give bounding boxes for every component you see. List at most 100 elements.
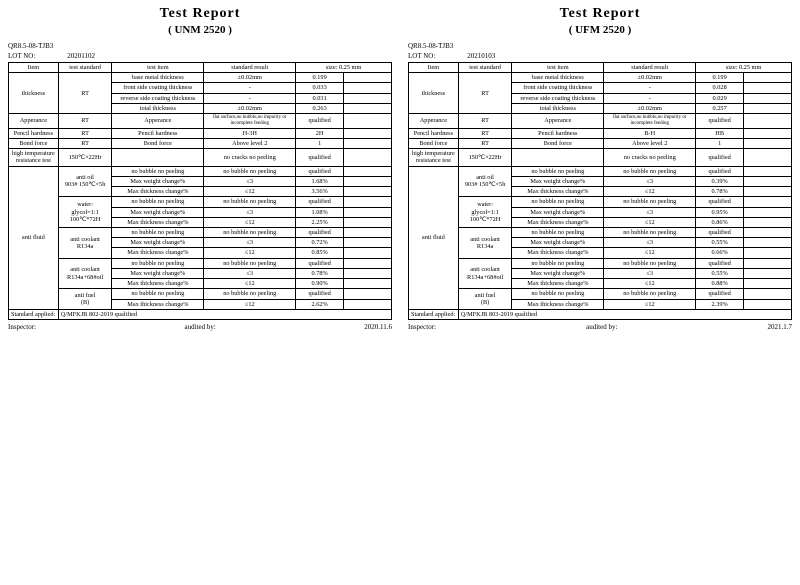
footer: Inspector:audited by:2020.11.6 xyxy=(8,323,392,331)
table-cell: ≤12 xyxy=(204,217,296,227)
table-cell: ≤12 xyxy=(604,299,696,309)
table-cell xyxy=(744,197,792,207)
header-titem: test item xyxy=(512,63,604,73)
appearance-std: RT xyxy=(58,114,112,129)
table-cell xyxy=(344,187,392,197)
table-cell: ≤3 xyxy=(204,207,296,217)
table-cell: ≤12 xyxy=(204,187,296,197)
table-cell: no bubble no peeling xyxy=(112,228,204,238)
bond-sres: Above level 2 xyxy=(604,138,696,148)
table-cell: 0.72% xyxy=(296,238,344,248)
table-cell: 0.85% xyxy=(296,248,344,258)
appearance-sres: flat surface,no bubble,no impurity or in… xyxy=(204,114,296,129)
table-cell: 2.39% xyxy=(696,299,744,309)
pencil-v: HB xyxy=(696,128,744,138)
table-cell xyxy=(744,83,792,93)
table-cell: qualified xyxy=(696,258,744,268)
table-cell: no bubble no peeling xyxy=(204,289,296,299)
table-cell: no bubble no peeling xyxy=(512,197,604,207)
table-cell: 1.08% xyxy=(296,207,344,217)
table-cell: Max thickness change% xyxy=(112,279,204,289)
header-item: Item xyxy=(409,63,459,73)
hitemp-item: high temperature resistance test xyxy=(9,149,59,166)
table-cell: total thickness xyxy=(512,103,604,113)
table-cell: - xyxy=(204,83,296,93)
antifluid-std: water:glycol=1:1100℃*72H xyxy=(458,197,512,228)
doc-no: QR8.5-08-TJB3 xyxy=(408,42,792,50)
table-cell: ≤3 xyxy=(604,238,696,248)
header-titem: test item xyxy=(112,63,204,73)
table-cell: ≤3 xyxy=(204,238,296,248)
table-cell: Max weight change% xyxy=(512,207,604,217)
table-cell xyxy=(744,207,792,217)
table-cell xyxy=(344,83,392,93)
appearance-titem: Apperance xyxy=(112,114,204,129)
header-sres: standard result xyxy=(604,63,696,73)
table-cell xyxy=(344,258,392,268)
table-cell: ±0.02mm xyxy=(604,103,696,113)
table-cell: qualified xyxy=(296,258,344,268)
header-std: test standard xyxy=(458,63,512,73)
table-cell: 0.199 xyxy=(296,73,344,83)
table-cell: 0.78% xyxy=(696,187,744,197)
bond-titem: Bond force xyxy=(112,138,204,148)
appearance-v: qualified xyxy=(696,114,744,129)
std-applied-label: Standard applied: xyxy=(409,309,459,319)
table-cell xyxy=(344,197,392,207)
table-cell xyxy=(344,138,392,148)
table-cell: Max weight change% xyxy=(512,176,604,186)
std-applied-label: Standard applied: xyxy=(9,309,59,319)
table-cell xyxy=(744,73,792,83)
table-cell: 0.66% xyxy=(696,248,744,258)
table-cell: - xyxy=(604,83,696,93)
appearance-sres: flat surface,no bubble,no impurity or in… xyxy=(604,114,696,129)
table-cell: front side coating thickness xyxy=(112,83,204,93)
appearance-std: RT xyxy=(458,114,512,129)
hitemp-v: qualified xyxy=(696,149,744,166)
antifluid-std: anti coolantR134a xyxy=(458,228,512,259)
table-cell: qualified xyxy=(696,197,744,207)
lot-no: 20210103 xyxy=(467,52,495,60)
table-cell: 2.25% xyxy=(296,217,344,227)
table-cell: Max thickness change% xyxy=(512,299,604,309)
table-cell: no bubble no peeling xyxy=(512,228,604,238)
pencil-sres: B-H xyxy=(604,128,696,138)
table-cell: no bubble no peeling xyxy=(604,258,696,268)
antifluid-item: anti fluid xyxy=(9,166,59,309)
pencil-item: Pencil hardness xyxy=(409,128,459,138)
table-cell: 0.55% xyxy=(696,268,744,278)
table-cell xyxy=(344,114,392,129)
antifluid-std: anti fuel(B) xyxy=(458,289,512,309)
hitemp-titem xyxy=(112,149,204,166)
table-cell xyxy=(744,149,792,166)
table-cell: qualified xyxy=(696,289,744,299)
footer-audited: audited by: xyxy=(586,323,617,331)
antifluid-std: anti oil903# 150℃×5h xyxy=(458,166,512,197)
table-cell xyxy=(344,238,392,248)
table-cell xyxy=(744,103,792,113)
header-item: Item xyxy=(9,63,59,73)
table-cell: ≤12 xyxy=(604,187,696,197)
table-cell: no bubble no peeling xyxy=(604,228,696,238)
footer-inspector: Inspector: xyxy=(408,323,436,331)
table-cell xyxy=(344,228,392,238)
table-cell xyxy=(744,289,792,299)
table-cell xyxy=(344,248,392,258)
lot-no: 20201102 xyxy=(67,52,95,60)
table-cell: no bubble no peeling xyxy=(604,166,696,176)
table-cell: 0.263 xyxy=(296,103,344,113)
antifluid-std: anti fuel(B) xyxy=(58,289,112,309)
antifluid-std: anti coolantR134a+68#oil xyxy=(58,258,112,289)
table-cell: no bubble no peeling xyxy=(512,166,604,176)
table-cell: ≤3 xyxy=(604,207,696,217)
table-cell xyxy=(744,176,792,186)
table-cell: Max thickness change% xyxy=(512,279,604,289)
table-cell: no bubble no peeling xyxy=(112,166,204,176)
lot-label: LOT NO: xyxy=(408,52,435,60)
table-cell xyxy=(344,93,392,103)
table-cell xyxy=(744,248,792,258)
table-cell xyxy=(344,299,392,309)
table-cell xyxy=(344,73,392,83)
table-cell: ≤3 xyxy=(604,176,696,186)
table-cell: Max weight change% xyxy=(112,207,204,217)
